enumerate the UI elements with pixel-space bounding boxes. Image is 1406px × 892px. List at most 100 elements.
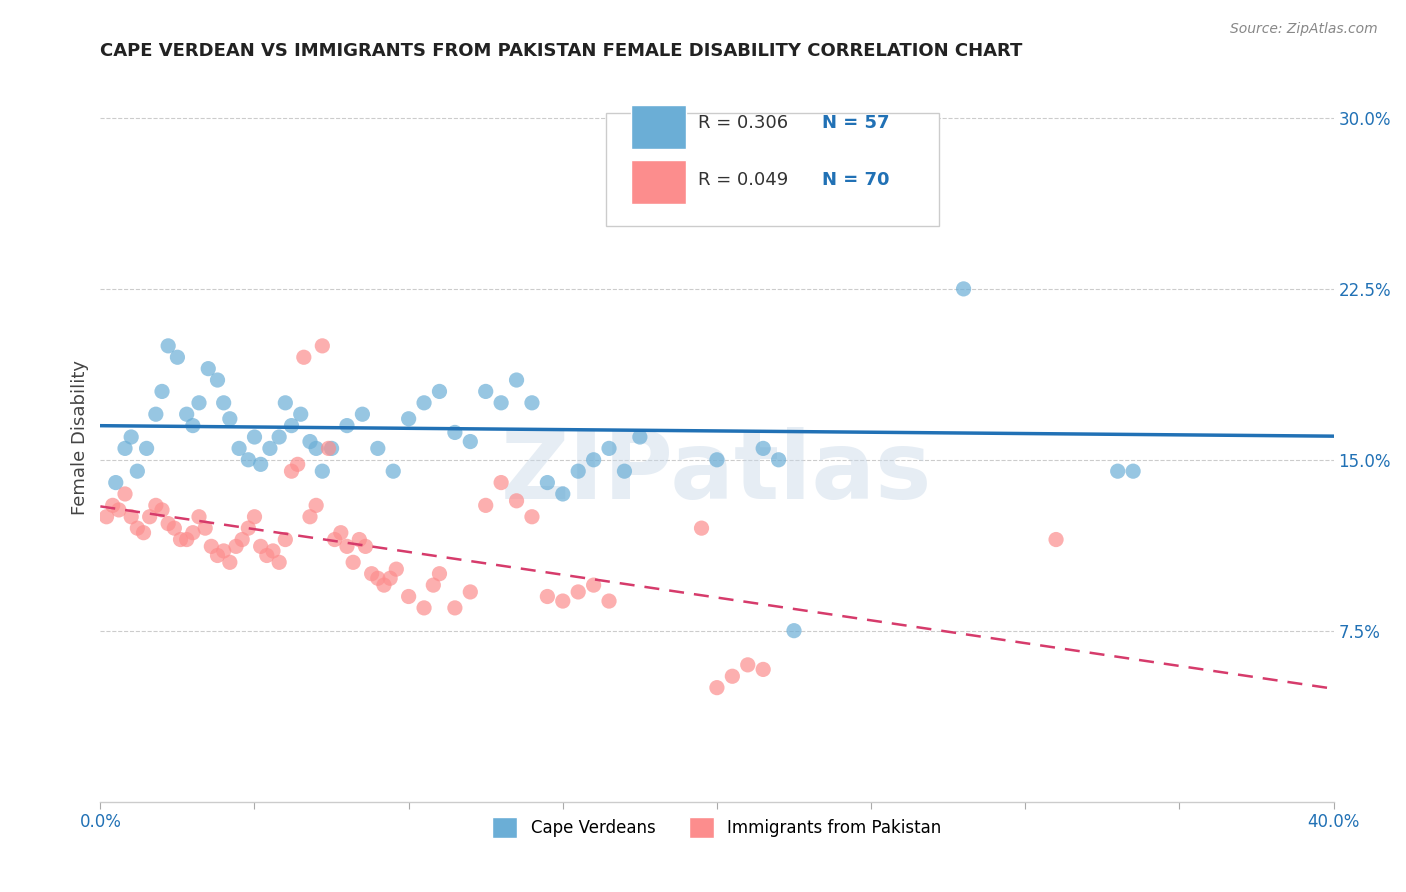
Legend: Cape Verdeans, Immigrants from Pakistan: Cape Verdeans, Immigrants from Pakistan [485, 811, 948, 845]
Point [551, 594, 574, 608]
Point [212, 544, 235, 558]
Point [274, 396, 297, 410]
Text: R = 0.049: R = 0.049 [699, 170, 789, 188]
Point [1045, 533, 1067, 547]
Point [489, 475, 512, 490]
Text: N = 57: N = 57 [821, 114, 889, 133]
Point [536, 475, 558, 490]
Point [238, 521, 260, 535]
Point [444, 425, 467, 440]
Point [188, 396, 211, 410]
Point [96, 509, 118, 524]
Point [120, 509, 142, 524]
Text: N = 70: N = 70 [821, 170, 889, 188]
Point [706, 681, 728, 695]
Point [262, 544, 284, 558]
Point [280, 464, 302, 478]
Point [197, 361, 219, 376]
Point [323, 533, 346, 547]
Point [138, 509, 160, 524]
Point [458, 585, 481, 599]
Point [238, 452, 260, 467]
Point [474, 384, 496, 399]
Point [551, 487, 574, 501]
Point [422, 578, 444, 592]
Point [150, 384, 173, 399]
Point [429, 384, 451, 399]
Point [166, 351, 188, 365]
Point [163, 521, 186, 535]
Text: ZIPatlas: ZIPatlas [502, 427, 932, 519]
Point [342, 555, 364, 569]
Point [354, 540, 377, 554]
Point [318, 442, 340, 456]
Point [613, 464, 636, 478]
Point [444, 600, 467, 615]
Point [218, 555, 240, 569]
Point [150, 503, 173, 517]
Point [243, 509, 266, 524]
Point [176, 533, 198, 547]
Text: Source: ZipAtlas.com: Source: ZipAtlas.com [1230, 22, 1378, 37]
Point [228, 442, 250, 456]
Point [352, 407, 374, 421]
Point [287, 458, 309, 472]
Point [120, 430, 142, 444]
Point [398, 590, 420, 604]
Point [799, 134, 821, 148]
Point [336, 418, 359, 433]
Point [292, 351, 315, 365]
Point [169, 533, 191, 547]
Point [194, 521, 217, 535]
Point [567, 585, 589, 599]
Point [520, 396, 543, 410]
Point [1107, 464, 1129, 478]
Point [321, 442, 343, 456]
Point [200, 540, 222, 554]
Y-axis label: Female Disability: Female Disability [72, 359, 89, 515]
Point [1122, 464, 1144, 478]
Point [181, 418, 204, 433]
FancyBboxPatch shape [631, 105, 686, 149]
Point [952, 282, 974, 296]
Point [382, 464, 405, 478]
Point [752, 442, 775, 456]
Point [298, 434, 321, 449]
Point [311, 339, 333, 353]
Point [706, 452, 728, 467]
Point [582, 452, 605, 467]
Point [207, 549, 229, 563]
Point [474, 499, 496, 513]
Point [101, 499, 124, 513]
Point [274, 533, 297, 547]
Point [398, 411, 420, 425]
Point [329, 525, 352, 540]
Point [737, 657, 759, 672]
Point [176, 407, 198, 421]
Point [104, 475, 127, 490]
Text: R = 0.306: R = 0.306 [699, 114, 789, 133]
Point [305, 499, 328, 513]
Point [367, 442, 389, 456]
Point [598, 594, 620, 608]
Point [114, 442, 136, 456]
Point [505, 373, 527, 387]
Point [157, 339, 180, 353]
Point [145, 499, 167, 513]
Point [336, 540, 359, 554]
FancyBboxPatch shape [606, 112, 939, 226]
Point [349, 533, 371, 547]
Text: CAPE VERDEAN VS IMMIGRANTS FROM PAKISTAN FEMALE DISABILITY CORRELATION CHART: CAPE VERDEAN VS IMMIGRANTS FROM PAKISTAN… [100, 42, 1022, 60]
Point [269, 430, 291, 444]
Point [298, 509, 321, 524]
Point [489, 396, 512, 410]
Point [249, 540, 271, 554]
Point [243, 430, 266, 444]
Point [429, 566, 451, 581]
Point [582, 578, 605, 592]
Point [367, 571, 389, 585]
Point [598, 442, 620, 456]
Point [207, 373, 229, 387]
Point [108, 503, 131, 517]
Point [256, 549, 278, 563]
